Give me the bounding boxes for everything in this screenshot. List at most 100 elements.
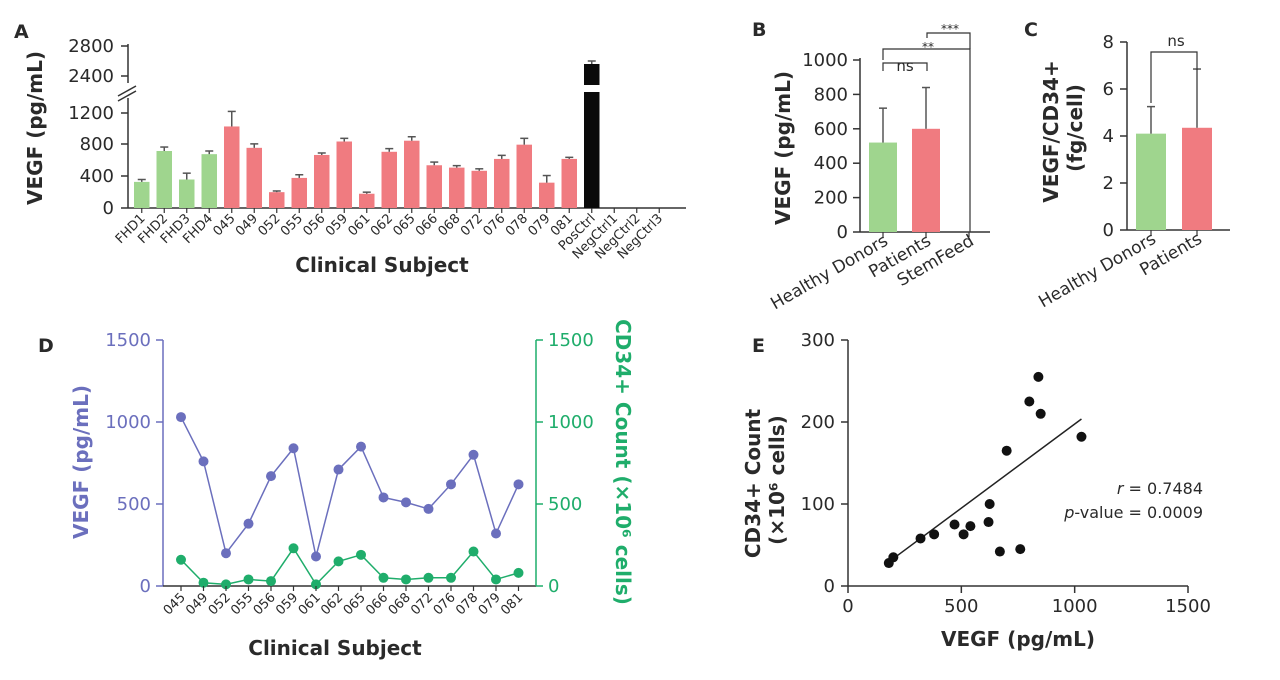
d-x-tick-label: 076: [431, 590, 459, 618]
e-scatter-point: [1015, 544, 1026, 555]
e-x-tick-label: 0: [842, 596, 853, 617]
a-bar-PosCtrl-upper: [584, 64, 600, 85]
d-point-cd34: [333, 556, 344, 567]
e-scatter-point: [1001, 445, 1012, 456]
c-y-axis-title: VEGF/CD34+ (fg/cell): [1039, 53, 1087, 202]
a-bar-045: [224, 126, 240, 208]
b-bracket-ns: [882, 62, 928, 71]
a-x-tick-label: 052: [255, 211, 283, 239]
a-bar-078: [516, 144, 532, 208]
d-x-tick-label: 055: [228, 590, 256, 618]
a-x-tick-label: 065: [390, 211, 418, 239]
e-x-tick-label: 1000: [1052, 596, 1098, 617]
b-annotation-double-star: **: [922, 40, 934, 54]
e-scatter-point: [1033, 371, 1044, 382]
e-r-value: = 0.7484: [1123, 479, 1203, 498]
e-x-axis-title: VEGF (pg/mL): [941, 627, 1095, 651]
d-right-tick-label: 500: [548, 494, 582, 515]
d-left-tick-label: 1500: [105, 330, 151, 351]
c-y-tick-label: 6: [1103, 79, 1114, 100]
d-x-tick-label: 059: [273, 590, 301, 618]
d-x-tick-label: 049: [183, 590, 211, 618]
b-bracket-triple-star: [926, 32, 971, 49]
a-x-tick-label: 056: [300, 211, 328, 239]
a-y-axis-title: VEGF (pg/mL): [23, 51, 47, 205]
d-point-cd34: [423, 572, 434, 583]
a-bar-065: [404, 140, 420, 208]
e-p-value: p-value = 0.0009: [1063, 503, 1203, 522]
e-scatter-point: [994, 546, 1005, 557]
a-x-tick-label: 055: [278, 211, 306, 239]
e-x-tick-label: 500: [944, 596, 978, 617]
e-scatter-point: [929, 529, 940, 540]
d-point-cd34: [198, 577, 209, 588]
e-scatter-point: [1024, 396, 1035, 407]
d-point-cd34: [356, 549, 366, 560]
b-annotation-triple-star: ***: [941, 22, 959, 36]
d-x-tick-label: 072: [408, 590, 436, 618]
c-bracket-ns: [1150, 51, 1198, 103]
c-y-tick-label: 4: [1103, 126, 1114, 147]
d-x-tick-label: 045: [161, 590, 189, 618]
d-x-tick-label: 078: [453, 590, 481, 618]
a-bar-056: [314, 154, 330, 208]
a-y-tick-label: 800: [80, 134, 114, 155]
d-point-vegf: [423, 503, 434, 514]
e-p-value-text: -value = 0.0009: [1074, 503, 1203, 522]
a-bar-061: [359, 193, 375, 208]
a-bar-PosCtrl-lower: [584, 92, 600, 208]
d-right-tick-label: 1500: [548, 330, 594, 351]
a-x-tick-label: 059: [323, 211, 351, 239]
e-y-tick-label: 0: [824, 576, 835, 597]
a-bar-049: [246, 147, 262, 208]
d-point-vegf: [446, 479, 456, 490]
d-x-tick-label: 061: [296, 590, 324, 618]
e-y-tick-label: 300: [801, 330, 835, 351]
d-point-vegf: [468, 449, 479, 460]
c-y-tick-label: 2: [1103, 173, 1114, 194]
a-axis-break-mark: [117, 85, 137, 97]
a-x-tick-label: 066: [413, 211, 441, 239]
d-x-tick-label: 068: [386, 590, 414, 618]
d-x-axis-title: Clinical Subject: [248, 636, 422, 660]
d-point-vegf: [243, 518, 254, 529]
b-y-tick-label: 0: [837, 222, 848, 243]
a-bar-055: [291, 177, 307, 208]
a-y-tick-label: 1200: [68, 103, 114, 124]
d-point-cd34: [288, 543, 299, 554]
d-point-cd34: [401, 574, 411, 585]
c-y-tick-label: 8: [1103, 32, 1114, 53]
d-point-cd34: [491, 574, 501, 585]
a-bar-076: [494, 158, 510, 208]
panel-a-label: A: [14, 21, 29, 43]
a-bar-FHD1: [134, 181, 150, 208]
e-scatter-point: [983, 517, 994, 528]
panel-a: A 0 400 800 1200 2400 2800 VEGF (pg/mL) …: [14, 21, 686, 277]
b-y-tick-label: 200: [814, 188, 848, 209]
d-point-cd34: [266, 576, 276, 587]
e-y-axis-title: CD34+ Count (×10⁶ cells): [741, 402, 789, 558]
b-y-tick-label: 400: [814, 153, 848, 174]
c-y-axis-title-line2: (fg/cell): [1063, 84, 1087, 172]
a-bar-059: [336, 141, 352, 208]
e-y-axis-title-line1: CD34+ Count: [741, 408, 765, 558]
a-axis-break-mark: [117, 90, 137, 102]
e-scatter-point: [1076, 431, 1087, 442]
b-annotation-ns: ns: [896, 57, 914, 75]
a-y-tick-label: 2400: [68, 66, 114, 87]
d-point-cd34: [378, 572, 389, 583]
d-point-cd34: [446, 572, 456, 583]
a-bar-072: [471, 170, 487, 208]
c-y-tick-label: 0: [1103, 220, 1114, 241]
panel-b-label: B: [752, 19, 766, 41]
e-y-tick-label: 100: [801, 494, 835, 515]
a-x-tick-label: 079: [525, 211, 553, 239]
c-y-axis-title-line1: VEGF/CD34+: [1039, 60, 1063, 202]
d-x-tick-label: 081: [498, 590, 526, 618]
a-y-tick-label: 0: [103, 198, 114, 219]
d-point-vegf: [491, 528, 501, 539]
d-left-tick-label: 1000: [105, 412, 151, 433]
d-point-vegf: [288, 443, 299, 454]
a-bar-081: [561, 158, 577, 208]
e-x-tick-label: 1500: [1165, 596, 1211, 617]
